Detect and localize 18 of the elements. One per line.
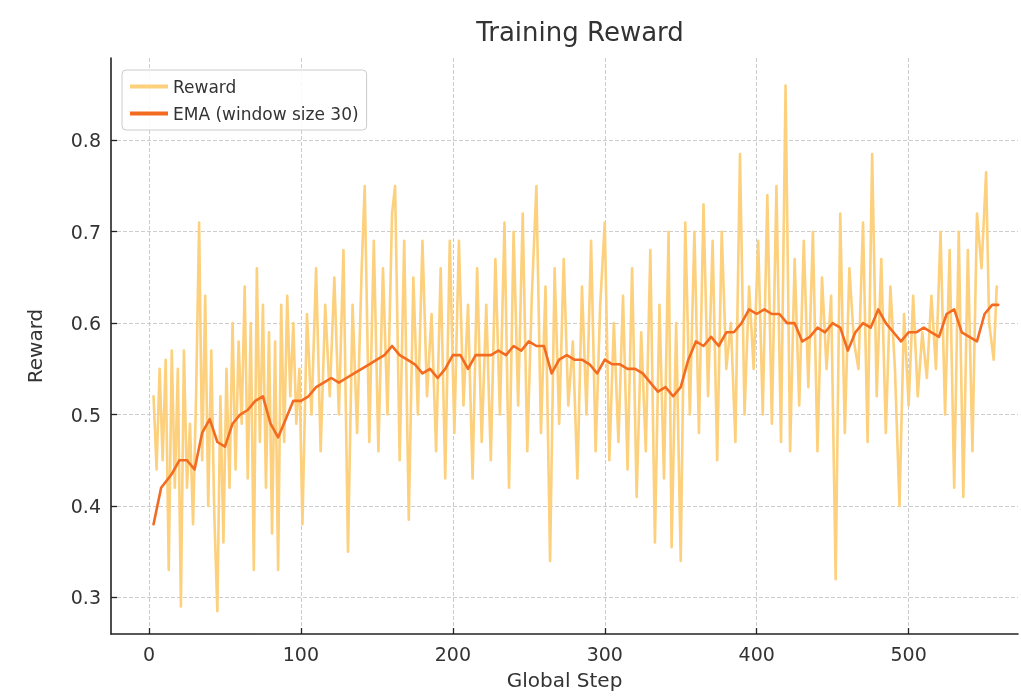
x-tick-label: 500 <box>890 642 927 665</box>
legend-label: EMA (window size 30) <box>173 103 359 124</box>
x-tick-label: 200 <box>434 642 471 665</box>
x-tick-label: 400 <box>738 642 775 665</box>
y-tick-label: 0.5 <box>70 403 101 426</box>
legend-label: Reward <box>173 76 237 97</box>
x-tick-label: 100 <box>282 642 320 665</box>
y-tick-label: 0.6 <box>70 312 101 335</box>
y-axis-title: Reward <box>23 308 47 384</box>
y-tick-label: 0.4 <box>70 495 101 517</box>
line-series <box>152 303 1000 526</box>
x-tick-label: 300 <box>586 642 623 665</box>
x-tick-label: 0 <box>142 642 156 665</box>
chart-title: Training Reward <box>475 17 684 47</box>
x-axis-title: Global Step <box>506 668 623 692</box>
y-tick-label: 0.8 <box>70 129 101 152</box>
y-tick-label: 0.3 <box>70 586 101 609</box>
y-tick-label: 0.7 <box>70 220 101 243</box>
